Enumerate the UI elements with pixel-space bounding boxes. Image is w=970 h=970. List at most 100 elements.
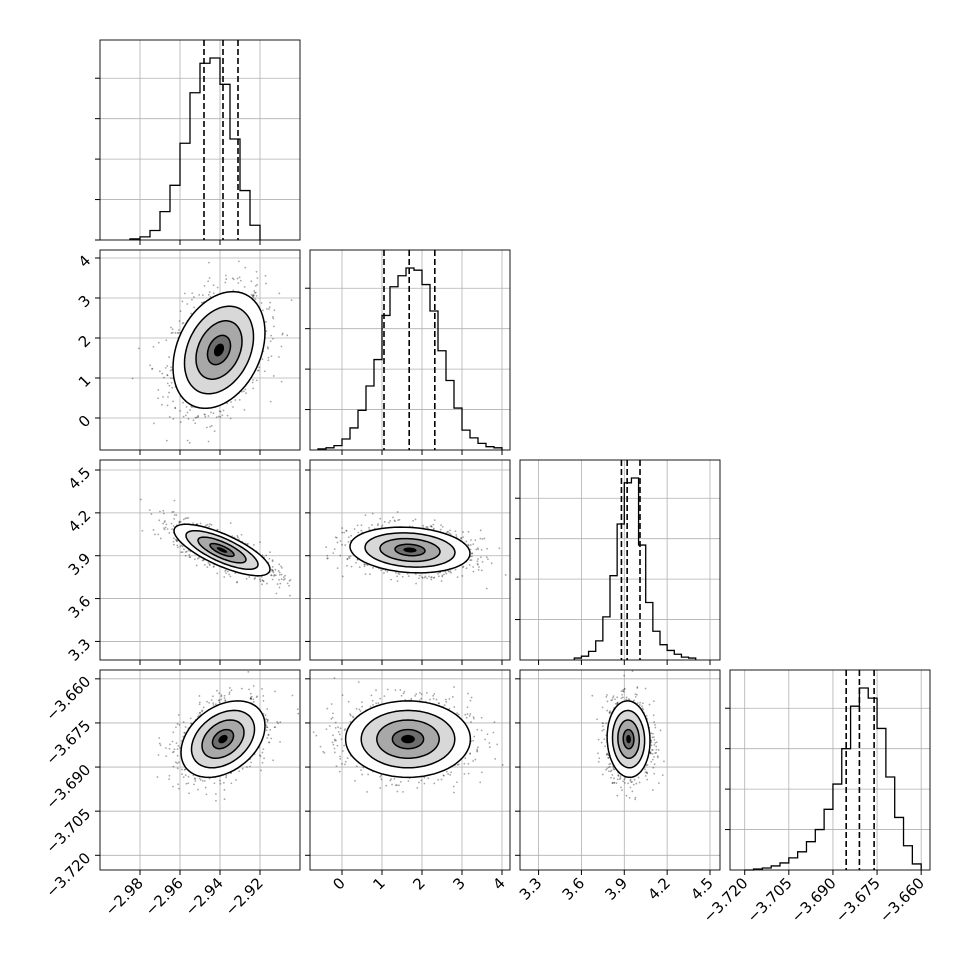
scatter-point — [230, 401, 232, 403]
scatter-point — [430, 576, 433, 579]
scatter-point — [261, 583, 263, 586]
scatter-point — [218, 692, 221, 695]
scatter-point — [355, 561, 357, 564]
scatter-point — [339, 554, 342, 557]
scatter-point — [174, 538, 177, 541]
scatter-point — [131, 377, 134, 380]
scatter-point — [485, 587, 488, 590]
scatter-point — [448, 570, 451, 573]
scatter-point — [344, 544, 347, 546]
scatter-point — [208, 291, 211, 293]
scatter-point — [289, 578, 292, 581]
scatter-point — [236, 277, 239, 280]
scatter-point — [151, 367, 154, 370]
scatter-point — [180, 544, 183, 547]
joint-frame-0-1 — [99, 249, 301, 451]
density-peak — [213, 343, 225, 357]
scatter-point — [158, 742, 161, 745]
scatter-point — [243, 285, 246, 288]
scatter-point — [401, 575, 404, 578]
scatter-point — [477, 563, 479, 566]
scatter-point — [159, 537, 162, 540]
scatter-point — [372, 566, 374, 569]
scatter-point — [176, 767, 179, 770]
scatter-point — [208, 261, 210, 264]
scatter-point — [198, 712, 201, 714]
scatter-point — [259, 541, 261, 544]
scatter-point — [254, 285, 257, 287]
scatter-point — [164, 366, 167, 369]
scatter-point — [471, 555, 473, 558]
scatter-point — [141, 529, 144, 532]
scatter-point — [395, 571, 397, 574]
scatter-point — [472, 566, 475, 568]
scatter-point — [380, 526, 383, 528]
scatter-point — [259, 755, 262, 758]
scatter-point — [345, 530, 348, 532]
scatter-point — [182, 321, 185, 324]
scatter-point — [216, 572, 219, 575]
scatter-point — [398, 518, 401, 521]
scatter-point — [426, 526, 429, 528]
scatter-point — [267, 359, 270, 362]
scatter-point — [430, 525, 433, 528]
scatter-point — [203, 413, 206, 416]
scatter-point — [281, 332, 284, 335]
scatter-point — [162, 522, 164, 525]
scatter-point — [189, 556, 192, 559]
scatter-point — [225, 274, 227, 277]
grid-lines — [310, 460, 510, 660]
scatter-point — [174, 406, 177, 409]
scatter-point — [179, 310, 182, 313]
scatter-point — [266, 307, 268, 310]
scatter-point — [175, 514, 178, 516]
scatter-point — [465, 540, 468, 543]
scatter-point — [455, 534, 458, 536]
scatter-point — [183, 548, 185, 551]
scatter-point — [471, 552, 473, 555]
scatter-point — [480, 569, 483, 572]
scatter-point — [163, 521, 166, 524]
scatter-point — [266, 708, 269, 710]
scatter-point — [228, 691, 231, 694]
scatter-point — [177, 713, 180, 716]
scatter-point — [260, 575, 263, 578]
scatter-point — [166, 365, 169, 367]
scatter-point — [267, 741, 270, 744]
histogram-3 — [744, 687, 922, 871]
scatter-point — [237, 282, 240, 284]
scatter-point — [166, 382, 169, 385]
scatter-point — [163, 376, 165, 379]
scatter-point — [171, 331, 174, 334]
scatter-point — [280, 565, 282, 568]
scatter-point — [169, 369, 172, 372]
scatter-point — [268, 306, 271, 309]
scatter-point — [428, 575, 430, 578]
scatter-point — [269, 340, 272, 343]
scatter-point — [197, 414, 200, 417]
scatter-point — [151, 368, 153, 370]
scatter-point — [229, 575, 232, 578]
scatter-point — [392, 516, 394, 519]
scatter-point — [189, 409, 191, 411]
scatter-point — [170, 332, 173, 335]
scatter-point — [206, 426, 208, 429]
scatter-point — [325, 546, 328, 548]
scatter-point — [288, 584, 290, 587]
scatter-point — [164, 520, 166, 522]
scatter-point — [260, 302, 263, 304]
scatter-point — [139, 498, 142, 501]
scatter-point — [437, 575, 440, 578]
scatter-point — [267, 347, 269, 350]
scatter-point — [265, 320, 267, 323]
scatter-point — [247, 670, 250, 673]
scatter-point — [257, 369, 260, 372]
scatter-point — [271, 565, 274, 568]
scatter-point — [280, 578, 283, 581]
scatter-point — [190, 312, 193, 315]
scatter-point — [266, 726, 269, 729]
scatter-point — [469, 548, 472, 551]
scatter-point — [208, 523, 211, 525]
contour-1 — [364, 532, 456, 568]
scatter-point — [406, 572, 409, 575]
